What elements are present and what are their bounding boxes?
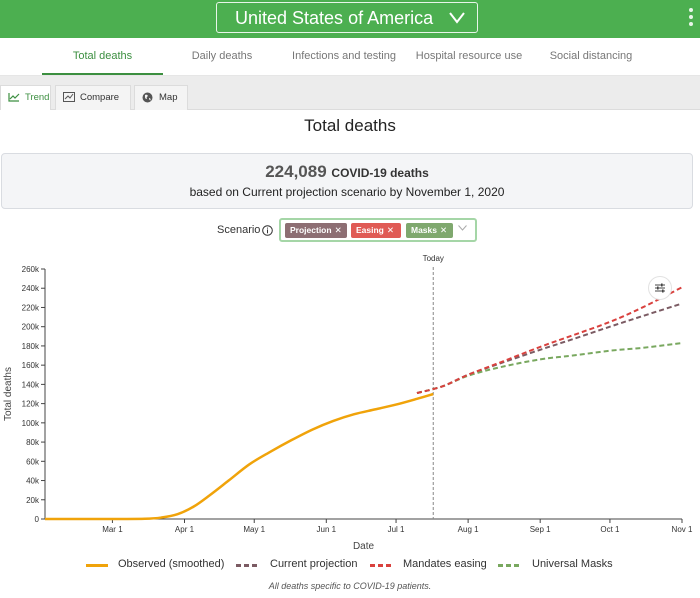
chip-masks-label: Masks <box>411 225 437 235</box>
chevron-down-icon[interactable] <box>458 225 467 231</box>
country-selector[interactable]: United States of America <box>216 2 478 33</box>
x-tick-label: Apr 1 <box>175 525 195 534</box>
legend-label-masks: Universal Masks <box>532 558 613 570</box>
compare-icon <box>63 92 75 102</box>
death-count: 224,089 <box>265 162 327 181</box>
subtab-compare[interactable]: Compare <box>55 85 131 110</box>
main-tabs: Total deaths Daily deaths Infections and… <box>0 38 700 76</box>
chart-settings-button[interactable] <box>648 276 672 300</box>
scenario-multiselect[interactable]: Projection ✕ Easing ✕ Masks ✕ <box>279 218 477 242</box>
today-label: Today <box>423 254 444 263</box>
tab-daily-deaths[interactable]: Daily deaths <box>191 50 253 62</box>
chart-svg: 0 20k 40k 60k 80k 100k 120k 140k 160k 180k 200k 220… <box>3 254 693 552</box>
subtab-trend-label: Trend <box>25 92 50 103</box>
subtab-map-label: Map <box>159 92 178 103</box>
x-tick-label: Sep 1 <box>530 525 551 534</box>
summary-box: 224,089 COVID-19 deaths based on Current… <box>1 153 693 209</box>
x-tick-label: Oct 1 <box>600 525 620 534</box>
globe-icon <box>142 92 153 103</box>
tab-total-deaths[interactable]: Total deaths <box>42 38 163 75</box>
x-tick-label: Aug 1 <box>458 525 479 534</box>
page-title: Total deaths <box>304 116 396 135</box>
scenario-label: Scenario <box>217 224 261 236</box>
footnote: All deaths specific to COVID-19 patients… <box>268 581 432 591</box>
close-icon[interactable]: ✕ <box>334 225 342 235</box>
sliders-icon <box>655 283 665 293</box>
y-tick-label: 200k <box>22 323 40 332</box>
y-tick-label: 40k <box>26 477 40 486</box>
legend-label-easing: Mandates easing <box>403 558 487 570</box>
legend-label-observed: Observed (smoothed) <box>118 558 225 570</box>
x-tick-label: Mar 1 <box>102 525 123 534</box>
x-tick-label: Jun 1 <box>317 525 337 534</box>
x-tick-label: Jul 1 <box>388 525 405 534</box>
trend-icon <box>8 93 20 102</box>
x-axis-label: Date <box>353 541 375 550</box>
more-options-icon[interactable] <box>688 8 694 30</box>
legend-swatch-easing <box>370 564 392 567</box>
scenario-chip-easing[interactable]: Easing ✕ <box>351 223 401 238</box>
top-bar: United States of America <box>0 0 700 38</box>
y-axis-label: Total deaths <box>3 367 14 421</box>
country-name: United States of America <box>235 8 434 28</box>
y-tick-label: 180k <box>22 342 40 351</box>
info-icon[interactable] <box>262 225 273 236</box>
y-tick-label: 260k <box>22 265 40 274</box>
legend-label-projection: Current projection <box>270 558 358 570</box>
death-count-unit: COVID-19 deaths <box>331 166 429 180</box>
y-tick-label: 20k <box>26 496 40 505</box>
legend-swatch-masks <box>498 564 520 567</box>
chip-projection-label: Projection <box>290 225 332 235</box>
y-tick-label: 80k <box>26 438 40 447</box>
y-tick-label: 60k <box>26 457 40 466</box>
y-tick-label: 0 <box>35 515 40 524</box>
tab-hospital-resource-use[interactable]: Hospital resource use <box>415 50 523 62</box>
subtab-compare-label: Compare <box>80 92 120 103</box>
close-icon[interactable]: ✕ <box>440 225 448 235</box>
y-tick-label: 160k <box>22 361 40 370</box>
view-subtabs: Trend Compare Map <box>0 76 700 110</box>
legend-swatch-observed <box>86 564 108 567</box>
y-tick-label: 220k <box>22 303 40 312</box>
y-tick-label: 100k <box>22 419 40 428</box>
scenario-chip-projection[interactable]: Projection ✕ <box>285 223 347 238</box>
close-icon[interactable]: ✕ <box>386 225 394 235</box>
x-tick-label: Nov 1 <box>672 525 693 534</box>
total-deaths-chart: 0 20k 40k 60k 80k 100k 120k 140k 160k 180k 200k 220… <box>0 250 700 552</box>
subtab-map[interactable]: Map <box>134 85 188 110</box>
chart-legend: Observed (smoothed) Current projection M… <box>0 556 700 574</box>
tab-infections-testing[interactable]: Infections and testing <box>292 50 396 62</box>
summary-subtitle: based on Current projection scenario by … <box>189 185 505 199</box>
series-masks-line <box>416 342 683 395</box>
tab-social-distancing[interactable]: Social distancing <box>549 50 633 62</box>
legend-swatch-projection <box>236 564 258 567</box>
series-observed-line <box>44 392 434 521</box>
y-tick-label: 240k <box>22 284 40 293</box>
subtab-trend[interactable]: Trend <box>0 85 51 110</box>
summary-headline: 224,089 COVID-19 deaths <box>2 162 692 182</box>
y-tick-label: 120k <box>22 400 40 409</box>
x-tick-label: May 1 <box>243 525 265 534</box>
scenario-chip-masks[interactable]: Masks ✕ <box>406 223 453 238</box>
y-tick-label: 140k <box>22 380 40 389</box>
chevron-down-icon <box>449 12 465 24</box>
chip-easing-label: Easing <box>356 225 384 235</box>
series-easing-line <box>416 286 683 395</box>
